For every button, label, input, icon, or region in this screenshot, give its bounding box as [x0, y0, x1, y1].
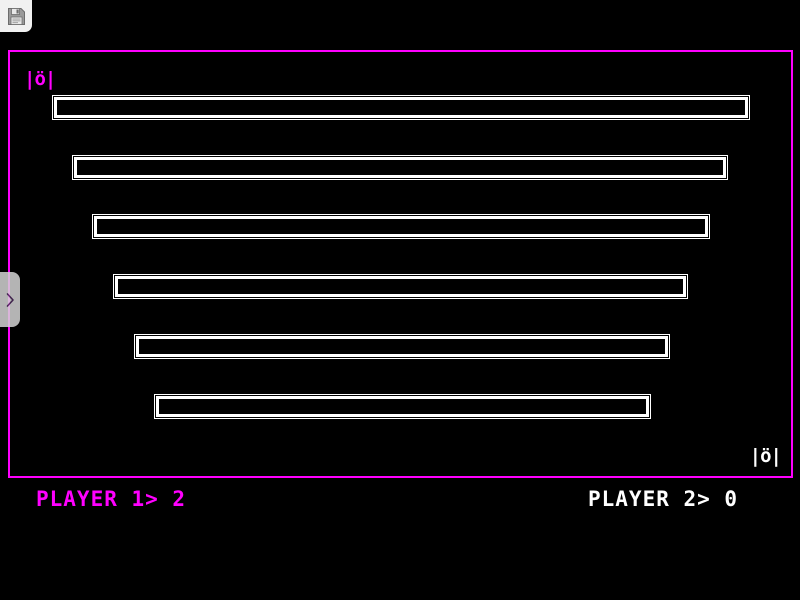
paddle-bar[interactable] [72, 155, 728, 180]
save-button[interactable] [0, 0, 32, 32]
paddle-bar[interactable] [134, 334, 670, 359]
paddle-bar-inner [115, 276, 686, 297]
ball-top-left: |ö| [24, 68, 56, 90]
paddle-bar-inner [74, 157, 726, 178]
ball-bottom-right: |ö| [749, 445, 782, 467]
paddle-bar-inner [156, 396, 649, 417]
paddle-bar[interactable] [92, 214, 710, 239]
paddle-bar-inner [54, 97, 748, 118]
paddle-bar[interactable] [52, 95, 750, 120]
paddle-bar-inner [136, 336, 668, 357]
paddle-bar[interactable] [113, 274, 688, 299]
game-play-field: |ö| |ö| [8, 50, 793, 478]
score-player-2: PLAYER 2> 0 [588, 487, 739, 511]
floppy-disk-save-icon [7, 7, 26, 26]
paddle-bar[interactable] [154, 394, 651, 419]
paddle-bar-inner [94, 216, 708, 237]
score-player-1: PLAYER 1> 2 [36, 487, 187, 511]
chevron-right-icon [5, 292, 15, 308]
panel-expander-button[interactable] [0, 272, 20, 327]
